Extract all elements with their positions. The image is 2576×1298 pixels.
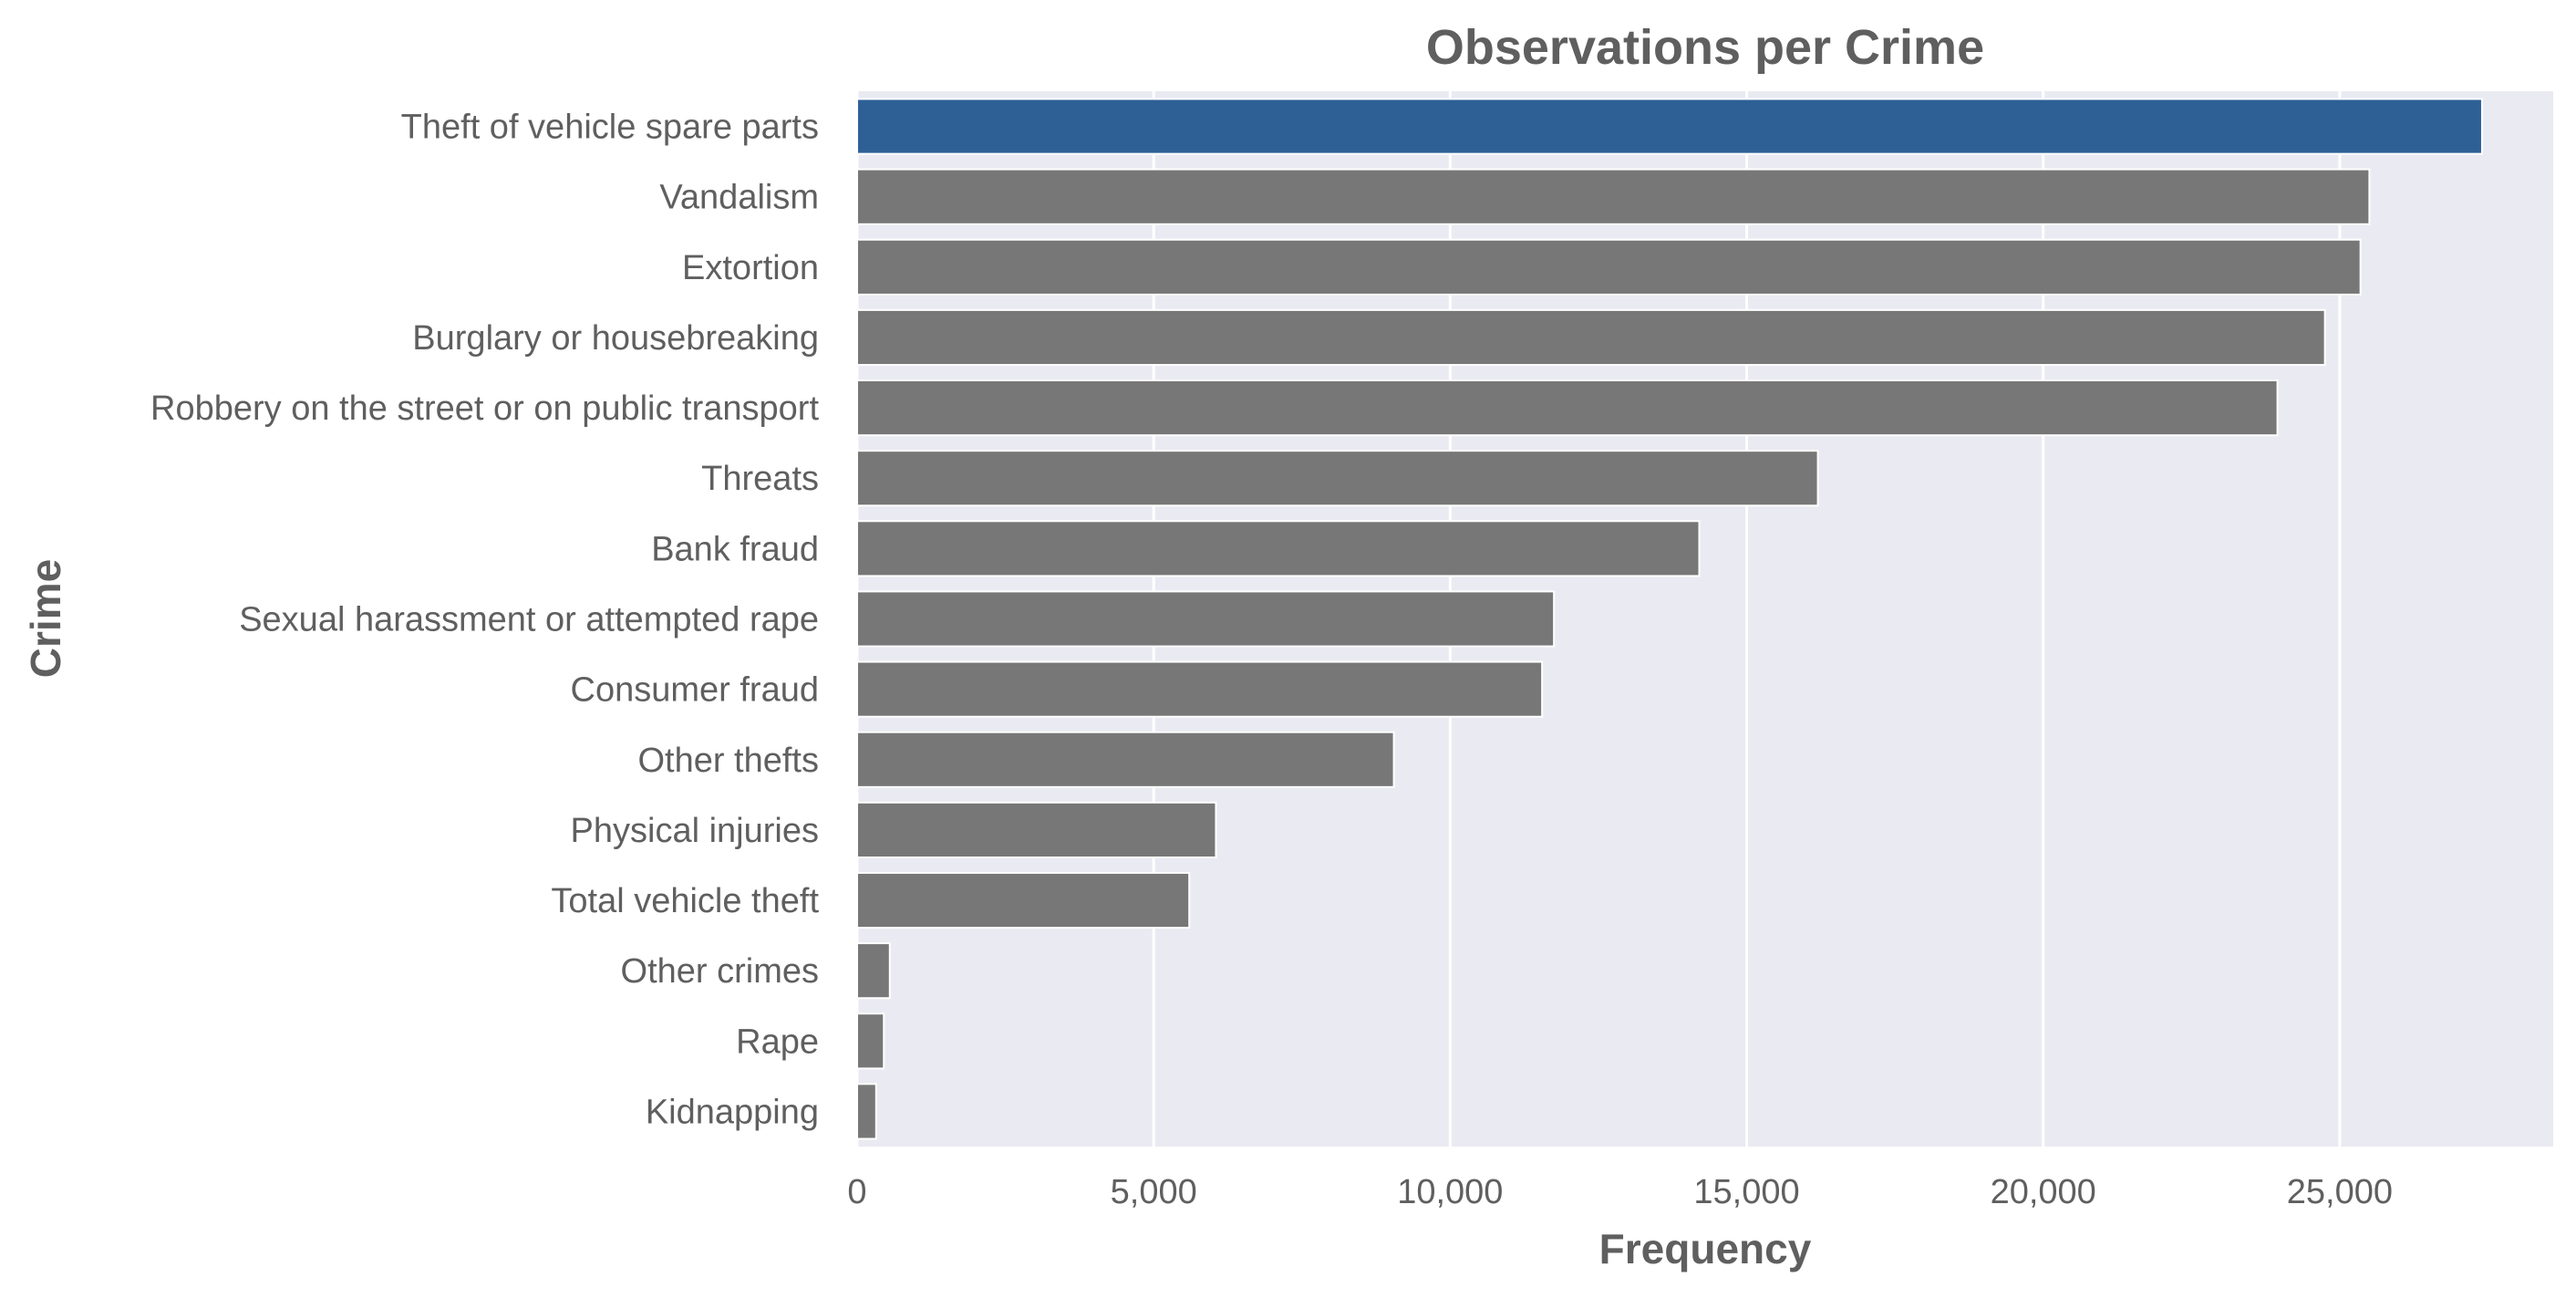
category-label: Other crimes <box>621 952 819 991</box>
x-tick-labels: 0 5,000 10,000 15,000 20,000 25,000 <box>847 1173 2393 1211</box>
bar <box>856 450 1819 507</box>
bar <box>856 590 1556 648</box>
bar <box>856 520 1701 577</box>
bar <box>856 660 1544 718</box>
chart-title: Observations per Crime <box>1426 20 1984 75</box>
category-label: Consumer fraud <box>571 671 819 710</box>
bar <box>856 731 1395 788</box>
bar <box>856 379 2279 437</box>
category-label: Burglary or housebreaking <box>412 319 819 358</box>
x-tick-label: 5,000 <box>1111 1173 1197 1211</box>
category-label: Kidnapping <box>646 1093 819 1131</box>
category-label: Extortion <box>682 249 819 287</box>
bar <box>856 238 2362 296</box>
bar <box>856 942 891 1000</box>
category-label: Other thefts <box>637 742 819 780</box>
category-label: Physical injuries <box>571 812 819 850</box>
x-axis-title: Frequency <box>1599 1225 1812 1272</box>
category-label: Vandalism <box>659 179 819 217</box>
bar <box>856 1083 877 1140</box>
category-label: Sexual harassment or attempted rape <box>239 601 819 639</box>
bar <box>856 168 2371 225</box>
category-label: Theft of vehicle spare parts <box>401 109 819 147</box>
x-tick-label: 0 <box>847 1173 866 1211</box>
category-label: Rape <box>736 1023 819 1061</box>
category-label: Robbery on the street or on public trans… <box>150 389 819 428</box>
x-tick-label: 15,000 <box>1693 1173 1799 1211</box>
category-label: Threats <box>701 460 819 498</box>
category-label: Total vehicle theft <box>551 882 819 920</box>
category-label: Bank fraud <box>651 530 819 568</box>
x-tick-label: 25,000 <box>2287 1173 2393 1211</box>
x-tick-label: 20,000 <box>1991 1173 2096 1211</box>
bar <box>856 98 2483 155</box>
bar <box>856 1012 885 1070</box>
bar <box>856 308 2326 367</box>
y-axis-title: Crime <box>22 559 69 678</box>
bar <box>856 801 1217 858</box>
x-tick-label: 10,000 <box>1397 1173 1503 1211</box>
category-labels: Theft of vehicle spare parts Vandalism Ext… <box>150 109 819 1132</box>
bar <box>856 871 1191 929</box>
bars <box>856 98 2483 1140</box>
